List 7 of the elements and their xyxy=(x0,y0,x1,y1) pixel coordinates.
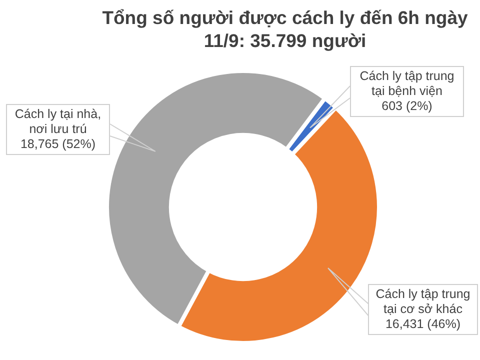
slice-label: Cách ly tập trung tại cơ sở khác xyxy=(374,287,472,317)
data-label: 18,765 (52%) xyxy=(19,137,97,152)
slice-label: Cách ly tập trung tại bệnh viện xyxy=(358,69,456,99)
data-label: 16,431 (46%) xyxy=(384,317,462,332)
slice-label: Cách ly tại nhà, nơi lưu trú xyxy=(14,107,102,137)
chart-title: Tổng số người được cách ly đến 6h ngày 11/9: 35.799 người xyxy=(101,6,469,52)
data-label: 603 (2%) xyxy=(380,99,434,114)
